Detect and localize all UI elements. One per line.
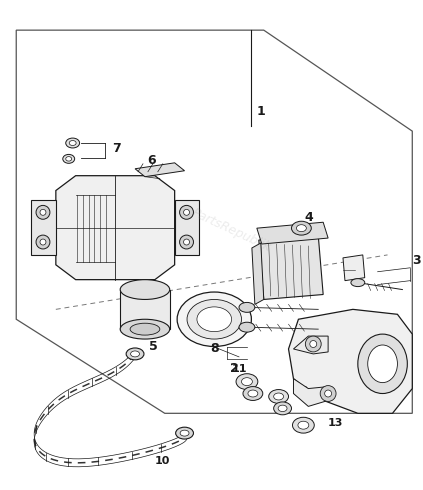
Text: 4: 4 xyxy=(304,211,313,224)
Polygon shape xyxy=(294,379,328,406)
Text: 8: 8 xyxy=(211,343,219,355)
Text: 3: 3 xyxy=(412,254,421,268)
Text: 2: 2 xyxy=(230,362,239,375)
Ellipse shape xyxy=(278,405,287,412)
Circle shape xyxy=(36,205,50,219)
Polygon shape xyxy=(120,290,170,329)
Ellipse shape xyxy=(243,387,263,400)
Polygon shape xyxy=(294,336,328,354)
Ellipse shape xyxy=(297,225,306,232)
Polygon shape xyxy=(288,309,412,414)
Text: 1: 1 xyxy=(257,105,266,118)
Text: 5: 5 xyxy=(148,341,157,353)
Text: 11: 11 xyxy=(231,364,247,374)
Ellipse shape xyxy=(120,319,170,339)
Ellipse shape xyxy=(120,280,170,299)
Text: 10: 10 xyxy=(155,456,170,466)
Ellipse shape xyxy=(177,292,251,346)
Polygon shape xyxy=(175,200,199,255)
Ellipse shape xyxy=(248,390,258,397)
Polygon shape xyxy=(252,243,264,304)
Ellipse shape xyxy=(298,421,309,429)
Ellipse shape xyxy=(69,141,76,146)
Text: 12: 12 xyxy=(294,386,309,395)
Ellipse shape xyxy=(368,345,398,383)
Circle shape xyxy=(184,209,190,215)
Circle shape xyxy=(36,235,50,249)
Ellipse shape xyxy=(291,221,311,235)
Circle shape xyxy=(180,205,193,219)
Text: 13: 13 xyxy=(328,418,343,428)
Polygon shape xyxy=(259,235,323,299)
Ellipse shape xyxy=(126,348,144,360)
Circle shape xyxy=(325,390,332,397)
Ellipse shape xyxy=(180,430,189,436)
Circle shape xyxy=(40,209,46,215)
Text: 7: 7 xyxy=(112,143,121,155)
Circle shape xyxy=(305,336,321,352)
Ellipse shape xyxy=(131,351,140,357)
Circle shape xyxy=(310,341,317,347)
Ellipse shape xyxy=(130,323,160,335)
Ellipse shape xyxy=(351,279,365,287)
Ellipse shape xyxy=(274,393,283,400)
Polygon shape xyxy=(31,200,56,255)
Text: PartsRepublik: PartsRepublik xyxy=(190,206,273,254)
Circle shape xyxy=(320,386,336,401)
Polygon shape xyxy=(257,222,328,244)
Ellipse shape xyxy=(63,154,74,163)
Text: 6: 6 xyxy=(148,154,156,168)
Polygon shape xyxy=(343,255,365,281)
Ellipse shape xyxy=(274,402,291,415)
Circle shape xyxy=(184,239,190,245)
Ellipse shape xyxy=(239,322,255,332)
Ellipse shape xyxy=(242,378,253,386)
Ellipse shape xyxy=(269,390,288,403)
Ellipse shape xyxy=(292,417,314,433)
Circle shape xyxy=(180,235,193,249)
Polygon shape xyxy=(56,176,175,280)
Ellipse shape xyxy=(66,157,71,161)
Ellipse shape xyxy=(176,427,193,439)
Ellipse shape xyxy=(358,334,407,393)
Ellipse shape xyxy=(236,374,258,390)
Circle shape xyxy=(40,239,46,245)
Ellipse shape xyxy=(187,299,242,339)
Ellipse shape xyxy=(66,138,80,148)
Polygon shape xyxy=(135,163,184,177)
Ellipse shape xyxy=(239,302,255,312)
Ellipse shape xyxy=(197,307,231,332)
